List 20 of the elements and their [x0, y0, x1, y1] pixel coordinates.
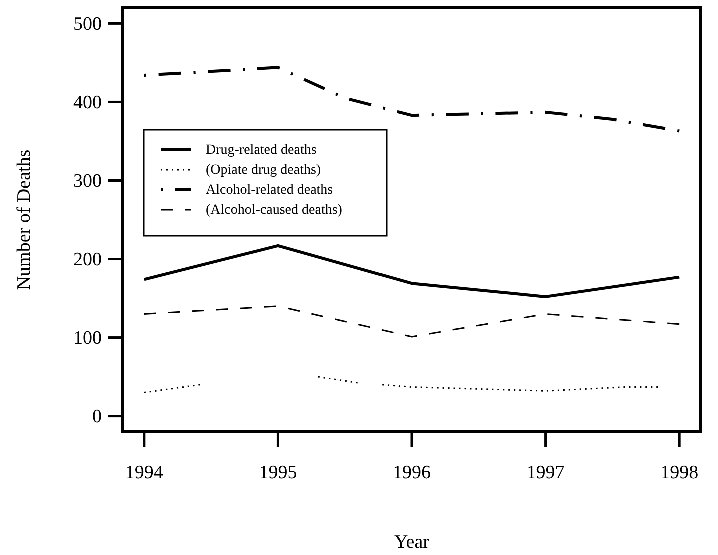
- legend-label: Alcohol-related deaths: [206, 183, 334, 198]
- legend-label: (Opiate drug deaths): [206, 163, 322, 178]
- x-tick-label: 1996: [393, 462, 431, 484]
- x-tick-label: 1995: [259, 462, 298, 484]
- x-tick-label: 1998: [660, 462, 699, 484]
- y-tick-label: 400: [74, 92, 102, 114]
- x-tick-label: 1997: [526, 462, 565, 484]
- x-axis-title: Year: [394, 532, 430, 553]
- x-tick-label: 1994: [125, 462, 164, 484]
- legend-label: Drug-related deaths: [206, 143, 317, 158]
- y-tick-label: 100: [74, 328, 102, 349]
- y-tick-label: 500: [74, 14, 102, 35]
- line-series: [142, 244, 682, 298]
- legend-label: (Alcohol-caused deaths): [206, 203, 343, 218]
- line-series: [144, 306, 680, 338]
- line-series: [142, 66, 682, 133]
- y-tick-label: 300: [74, 170, 102, 192]
- y-tick-label: 0: [92, 406, 102, 428]
- y-axis-title: Number of Deaths: [14, 150, 35, 290]
- y-tick-label: 200: [74, 249, 102, 270]
